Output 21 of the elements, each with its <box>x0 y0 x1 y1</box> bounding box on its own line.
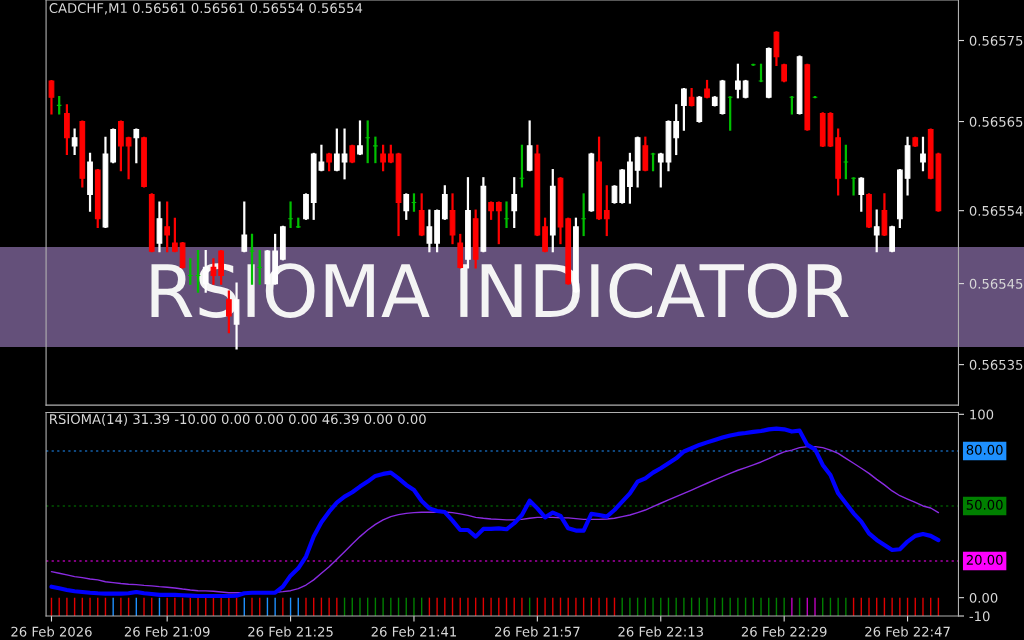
chart-title: RSIOMA(14) 31.39 -10.00 0.00 0.00 0.00 46.39 0.00 0.00 <box>50 413 426 426</box>
x-tick-label: 26 Feb 22:13 <box>618 626 703 637</box>
y-tick-label: -10 <box>969 611 990 622</box>
ref-line-label: 20.00 <box>966 554 1003 565</box>
x-tick-label: 26 Feb 21:41 <box>371 626 457 637</box>
y-tick-label: 0.56554 <box>969 205 1023 216</box>
chart-title: CADCHF,M1 0.56561 0.56561 0.56554 0.56554 <box>49 3 363 15</box>
x-tick-label: 26 Feb 22:47 <box>865 626 950 637</box>
x-tick-label: 26 Feb 21:57 <box>495 626 580 637</box>
y-tick-label: 0.56565 <box>969 116 1023 127</box>
y-tick-label: 0.56575 <box>969 35 1023 46</box>
x-tick-label: 26 Feb 21:25 <box>248 626 333 637</box>
y-tick-label: 0.56535 <box>969 359 1023 370</box>
y-tick-label: 0.56545 <box>969 278 1023 289</box>
x-tick-label: 26 Feb 22:29 <box>741 626 827 637</box>
x-tick-label: 26 Feb 2026 <box>11 626 92 637</box>
ref-line-label: 50.00 <box>966 499 1003 510</box>
ref-line-label: 80.00 <box>966 444 1003 455</box>
y-tick-label: 0.00 <box>969 592 998 603</box>
x-tick-label: 26 Feb 21:09 <box>124 626 210 637</box>
y-tick-label: 100 <box>970 409 994 420</box>
